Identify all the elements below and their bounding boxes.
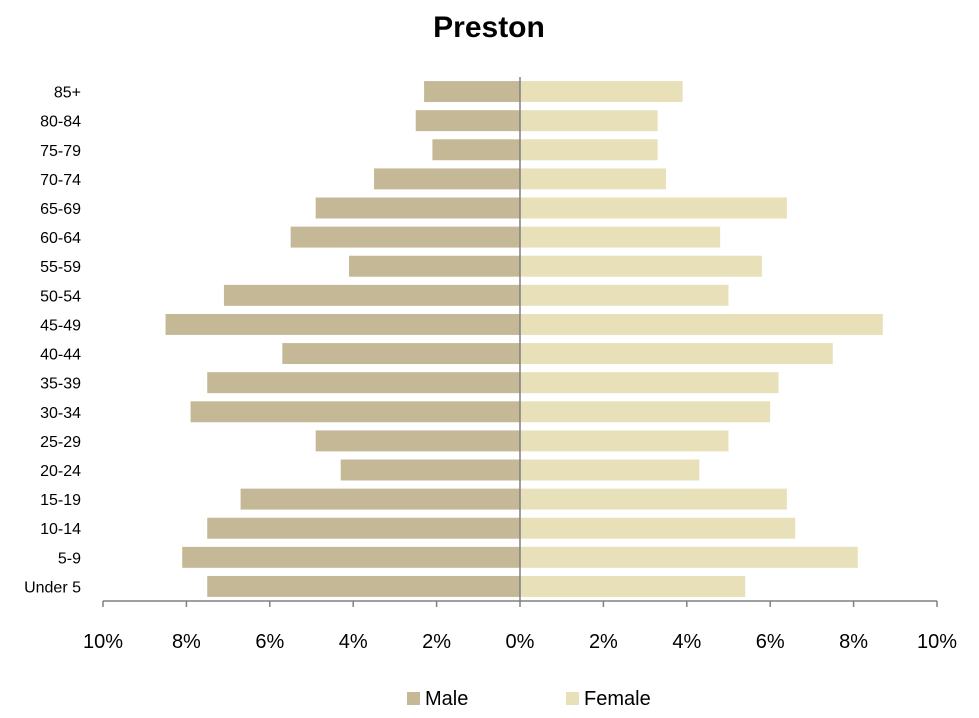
bar-female-under-5 [520,575,746,597]
legend-swatch-female [566,692,579,705]
bar-female-45-49 [520,313,883,335]
y-tick-label: 35-39 [40,376,81,393]
bar-male-45-49 [165,313,521,335]
x-tick-label: 0% [506,631,535,653]
bar-male-50-54 [223,284,520,306]
x-tick-label: 10% [917,631,957,653]
y-tick-label: 55-59 [40,259,81,276]
bar-male-25-29 [315,430,520,452]
x-tick-label: 2% [422,631,451,653]
bar-female-50-54 [520,284,729,306]
bar-male-20-24 [340,459,520,481]
y-tick-label: 30-34 [40,405,81,422]
bar-female-55-59 [520,255,762,277]
bar-male-75-79 [432,139,520,161]
y-tick-label: 10-14 [40,521,81,538]
x-tick-label: 4% [339,631,368,653]
bar-female-5-9 [520,546,858,568]
bar-male-65-69 [315,197,520,219]
x-tick-label: 6% [756,631,785,653]
bar-male-35-39 [207,372,520,394]
x-tick-label: 10% [83,631,123,653]
y-tick-label: 85+ [54,85,81,102]
y-tick-label: 80-84 [40,114,81,131]
y-tick-label: 40-44 [40,347,81,364]
y-tick-label: 25-29 [40,434,81,451]
y-tick-label: 20-24 [40,463,81,480]
x-tick-label: 6% [255,631,284,653]
bar-female-15-19 [520,488,787,510]
bar-female-60-64 [520,226,721,248]
y-tick-label: 5-9 [58,550,81,567]
y-tick-label: 45-49 [40,317,81,334]
bar-male-10-14 [207,517,520,539]
bar-female-65-69 [520,197,787,219]
y-tick-label: 60-64 [40,230,81,247]
x-tick-label: 8% [172,631,201,653]
bar-female-75-79 [520,139,658,161]
bar-female-30-34 [520,401,771,423]
y-tick-label: 50-54 [40,288,81,305]
bar-female-80-84 [520,110,658,132]
bar-female-20-24 [520,459,700,481]
bar-male-70-74 [374,168,520,190]
y-tick-label: 65-69 [40,201,81,218]
x-tick-label: 4% [672,631,701,653]
legend: Male Female [407,688,651,710]
bar-male-15-19 [240,488,521,510]
bar-male-40-44 [282,343,520,365]
bar-female-40-44 [520,343,833,365]
bar-male-85- [424,81,520,103]
y-tick-label: 70-74 [40,172,81,189]
bar-female-25-29 [520,430,729,452]
legend-label-male: Male [425,688,468,710]
bar-male-80-84 [415,110,520,132]
bar-male-55-59 [349,255,520,277]
bar-male-60-64 [290,226,520,248]
y-tick-label: Under 5 [24,579,81,596]
bar-female-85- [520,81,683,103]
x-tick-label: 2% [589,631,618,653]
chart-title: Preston [433,11,545,44]
bar-female-35-39 [520,372,779,394]
axis-layer: Under 5 5-9 10-14 15-19 20-24 25-29 30-34 35-39… [24,77,957,653]
legend-swatch-male [407,692,420,705]
x-tick-label: 8% [839,631,868,653]
bar-female-70-74 [520,168,666,190]
bar-male-5-9 [182,546,521,568]
y-tick-label: 15-19 [40,492,81,509]
bar-female-10-14 [520,517,796,539]
bar-male-30-34 [190,401,520,423]
y-tick-label: 75-79 [40,143,81,160]
bars-layer [165,81,883,597]
legend-label-female: Female [584,688,651,710]
bar-male-under-5 [207,575,520,597]
